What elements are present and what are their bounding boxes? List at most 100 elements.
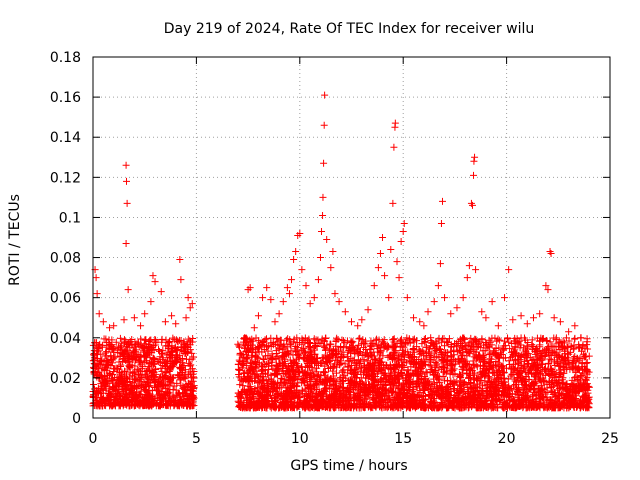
data-point bbox=[94, 389, 102, 397]
data-point bbox=[276, 336, 284, 344]
data-point bbox=[108, 359, 116, 367]
data-point bbox=[118, 397, 126, 405]
data-point bbox=[159, 383, 167, 391]
data-point bbox=[94, 354, 102, 362]
data-point bbox=[268, 350, 276, 358]
data-point bbox=[175, 336, 183, 344]
data-point bbox=[175, 372, 183, 380]
data-point bbox=[169, 386, 177, 394]
data-point bbox=[185, 359, 193, 367]
data-point bbox=[111, 398, 119, 406]
data-point bbox=[133, 365, 141, 373]
data-point bbox=[111, 353, 119, 361]
data-point bbox=[236, 381, 244, 389]
data-point bbox=[163, 360, 171, 368]
data-point bbox=[505, 338, 513, 346]
data-point bbox=[133, 388, 141, 396]
data-point bbox=[120, 387, 128, 395]
data-point bbox=[100, 365, 108, 373]
data-point bbox=[130, 353, 138, 361]
data-point bbox=[128, 393, 136, 401]
data-point bbox=[146, 354, 154, 362]
data-point bbox=[178, 355, 186, 363]
data-point bbox=[129, 369, 137, 377]
data-point bbox=[355, 335, 363, 343]
data-point bbox=[134, 370, 142, 378]
data-point bbox=[125, 362, 133, 370]
data-point bbox=[409, 345, 417, 353]
data-point bbox=[126, 361, 134, 369]
data-point bbox=[93, 363, 101, 371]
data-point bbox=[175, 390, 183, 398]
data-point bbox=[143, 357, 151, 365]
data-point bbox=[158, 395, 166, 403]
data-point bbox=[152, 341, 160, 349]
data-point bbox=[175, 389, 183, 397]
data-points bbox=[89, 91, 593, 412]
data-point bbox=[189, 391, 197, 399]
data-point bbox=[101, 396, 109, 404]
data-point bbox=[108, 370, 116, 378]
data-point bbox=[99, 386, 107, 394]
data-point bbox=[144, 379, 152, 387]
data-point bbox=[187, 368, 195, 376]
data-point bbox=[168, 342, 176, 350]
data-point bbox=[190, 353, 198, 361]
data-point bbox=[349, 338, 357, 346]
data-point bbox=[117, 361, 125, 369]
data-point bbox=[98, 378, 106, 386]
data-point bbox=[122, 400, 130, 408]
data-point bbox=[171, 354, 179, 362]
data-point bbox=[124, 346, 132, 354]
data-point bbox=[115, 358, 123, 366]
data-point bbox=[126, 352, 134, 360]
data-point bbox=[174, 371, 182, 379]
data-point bbox=[101, 382, 109, 390]
data-point bbox=[105, 338, 113, 346]
data-point bbox=[148, 368, 156, 376]
data-point bbox=[169, 361, 177, 369]
data-point bbox=[167, 346, 175, 354]
data-point bbox=[146, 360, 154, 368]
data-point bbox=[114, 365, 122, 373]
data-point bbox=[166, 357, 174, 365]
data-point bbox=[163, 389, 171, 397]
data-point bbox=[121, 379, 129, 387]
data-point bbox=[176, 393, 184, 401]
data-point bbox=[132, 346, 140, 354]
data-point bbox=[142, 400, 150, 408]
data-point bbox=[159, 346, 167, 354]
data-point bbox=[150, 373, 158, 381]
data-point bbox=[120, 377, 128, 385]
data-point bbox=[105, 360, 113, 368]
data-point bbox=[164, 402, 172, 410]
data-point bbox=[119, 355, 127, 363]
data-point bbox=[550, 334, 558, 342]
data-point bbox=[132, 356, 140, 364]
data-point bbox=[95, 400, 103, 408]
data-point bbox=[156, 387, 164, 395]
data-point bbox=[168, 379, 176, 387]
data-point bbox=[114, 349, 122, 357]
data-point bbox=[137, 341, 145, 349]
data-point bbox=[190, 374, 198, 382]
data-point bbox=[338, 367, 346, 375]
data-point bbox=[524, 360, 532, 368]
data-point bbox=[156, 353, 164, 361]
data-point bbox=[158, 335, 166, 343]
data-point bbox=[172, 351, 180, 359]
data-point bbox=[112, 380, 120, 388]
data-point bbox=[177, 347, 185, 355]
data-point bbox=[100, 335, 108, 343]
data-point bbox=[102, 349, 110, 357]
data-point bbox=[90, 347, 98, 355]
data-point bbox=[105, 371, 113, 379]
data-point bbox=[93, 396, 101, 404]
data-point bbox=[188, 365, 196, 373]
data-point bbox=[163, 381, 171, 389]
data-point bbox=[126, 402, 134, 410]
data-point bbox=[523, 342, 531, 350]
data-point bbox=[235, 342, 243, 350]
